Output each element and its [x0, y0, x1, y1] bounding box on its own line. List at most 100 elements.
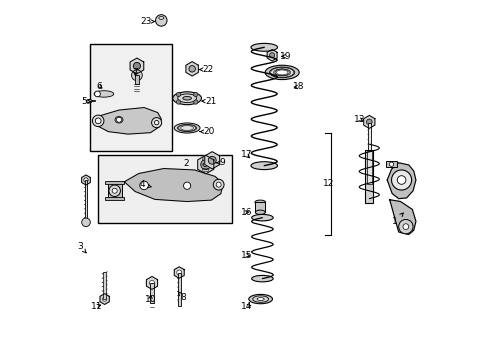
- Circle shape: [203, 162, 207, 167]
- Circle shape: [388, 162, 393, 166]
- Polygon shape: [197, 155, 213, 174]
- Circle shape: [155, 15, 167, 26]
- Bar: [150, 283, 153, 303]
- Bar: [386, 161, 396, 167]
- Bar: [107, 183, 122, 199]
- Text: 15: 15: [240, 251, 251, 260]
- Polygon shape: [174, 267, 184, 278]
- Polygon shape: [185, 62, 198, 76]
- Text: 4: 4: [139, 180, 151, 189]
- Bar: [102, 272, 106, 299]
- Text: 5: 5: [81, 97, 91, 106]
- Text: 3: 3: [77, 242, 86, 253]
- Polygon shape: [363, 116, 374, 129]
- Circle shape: [193, 92, 198, 96]
- Ellipse shape: [251, 275, 273, 282]
- Ellipse shape: [94, 91, 114, 97]
- Ellipse shape: [172, 92, 201, 105]
- Bar: [178, 273, 180, 306]
- Polygon shape: [386, 163, 415, 199]
- Polygon shape: [81, 175, 90, 185]
- Bar: [365, 150, 372, 203]
- Circle shape: [154, 121, 159, 125]
- Text: 11: 11: [91, 302, 102, 311]
- Circle shape: [102, 297, 106, 301]
- Ellipse shape: [255, 210, 265, 215]
- Ellipse shape: [252, 296, 268, 302]
- Ellipse shape: [250, 43, 277, 51]
- Bar: [367, 123, 370, 150]
- Polygon shape: [146, 276, 157, 289]
- Ellipse shape: [178, 94, 196, 103]
- Circle shape: [140, 181, 148, 190]
- Bar: [90, 44, 172, 151]
- Circle shape: [83, 178, 88, 182]
- Circle shape: [176, 270, 182, 275]
- Text: 9: 9: [216, 158, 224, 167]
- Text: 13: 13: [353, 114, 364, 123]
- Circle shape: [176, 92, 180, 96]
- Circle shape: [116, 117, 121, 122]
- Circle shape: [402, 224, 408, 229]
- Polygon shape: [124, 168, 223, 202]
- Circle shape: [193, 100, 198, 104]
- Circle shape: [398, 220, 412, 234]
- Ellipse shape: [131, 70, 142, 81]
- Circle shape: [81, 218, 90, 226]
- Text: 10: 10: [144, 294, 156, 303]
- Bar: [366, 150, 371, 184]
- Ellipse shape: [177, 125, 196, 132]
- Ellipse shape: [115, 117, 122, 123]
- Text: 17: 17: [240, 150, 251, 159]
- Ellipse shape: [248, 294, 272, 304]
- Ellipse shape: [159, 17, 163, 19]
- Circle shape: [183, 182, 190, 189]
- Text: 6: 6: [97, 82, 102, 91]
- Circle shape: [112, 188, 117, 193]
- Circle shape: [133, 62, 140, 69]
- Circle shape: [201, 159, 210, 170]
- Text: 22: 22: [199, 65, 213, 74]
- Ellipse shape: [251, 215, 273, 221]
- Ellipse shape: [257, 298, 264, 301]
- Polygon shape: [100, 294, 109, 305]
- Ellipse shape: [269, 67, 294, 78]
- Polygon shape: [266, 49, 277, 61]
- Text: 2: 2: [183, 159, 189, 168]
- Text: 12: 12: [323, 179, 334, 188]
- Text: 21: 21: [202, 96, 217, 105]
- Bar: [135, 75, 139, 84]
- Polygon shape: [94, 108, 161, 134]
- Text: 19: 19: [279, 52, 290, 61]
- Text: 1: 1: [391, 213, 403, 226]
- Ellipse shape: [250, 162, 277, 170]
- Polygon shape: [130, 58, 143, 74]
- Ellipse shape: [264, 65, 299, 80]
- Bar: [105, 197, 124, 200]
- Ellipse shape: [174, 123, 200, 133]
- Circle shape: [391, 170, 411, 190]
- Bar: [105, 181, 124, 184]
- Text: 7: 7: [132, 68, 138, 77]
- Text: 16: 16: [240, 208, 251, 217]
- Text: 23: 23: [140, 17, 154, 26]
- Polygon shape: [389, 200, 415, 234]
- Circle shape: [149, 280, 154, 285]
- Bar: [255, 202, 265, 212]
- Ellipse shape: [183, 96, 191, 100]
- Circle shape: [92, 115, 104, 127]
- Circle shape: [396, 176, 405, 184]
- Bar: [98, 155, 231, 223]
- Ellipse shape: [274, 69, 289, 76]
- Text: 8: 8: [178, 291, 186, 302]
- Text: 20: 20: [200, 127, 214, 136]
- Circle shape: [109, 185, 120, 197]
- Text: 18: 18: [292, 82, 304, 91]
- Circle shape: [95, 118, 101, 124]
- Circle shape: [269, 53, 274, 58]
- Text: 14: 14: [240, 302, 251, 311]
- Polygon shape: [204, 152, 219, 169]
- Circle shape: [188, 66, 195, 72]
- Circle shape: [208, 156, 216, 164]
- Bar: [84, 180, 87, 221]
